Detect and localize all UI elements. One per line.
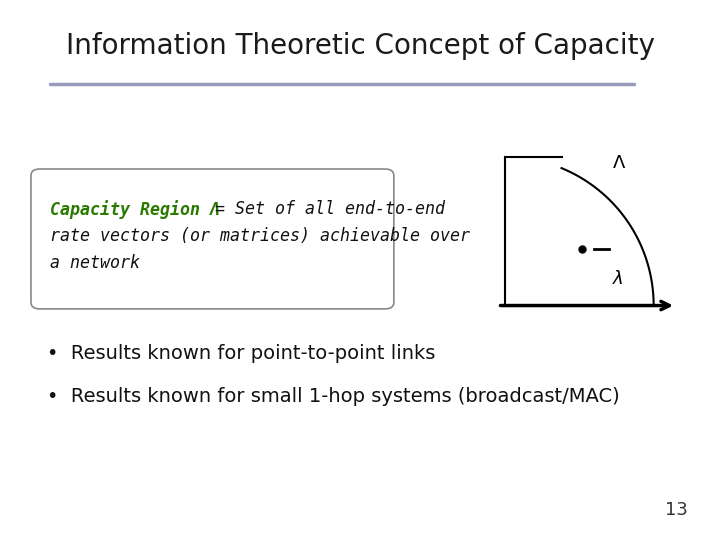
Text: a network: a network: [50, 254, 140, 272]
Text: •  Results known for point-to-point links: • Results known for point-to-point links: [47, 344, 435, 363]
Text: •  Results known for small 1-hop systems (broadcast/MAC): • Results known for small 1-hop systems …: [47, 387, 619, 407]
Text: $\it{\lambda}$: $\it{\lambda}$: [612, 270, 624, 288]
Text: Information Theoretic Concept of Capacity: Information Theoretic Concept of Capacit…: [66, 32, 654, 60]
Text: rate vectors (or matrices) achievable over: rate vectors (or matrices) achievable ov…: [50, 227, 470, 245]
Text: 13: 13: [665, 502, 688, 519]
Text: = Set of all end-to-end: = Set of all end-to-end: [205, 200, 445, 218]
Text: $\it{\Lambda}$: $\it{\Lambda}$: [612, 154, 626, 172]
FancyBboxPatch shape: [31, 169, 394, 309]
Text: Capacity Region Λ: Capacity Region Λ: [50, 200, 220, 219]
